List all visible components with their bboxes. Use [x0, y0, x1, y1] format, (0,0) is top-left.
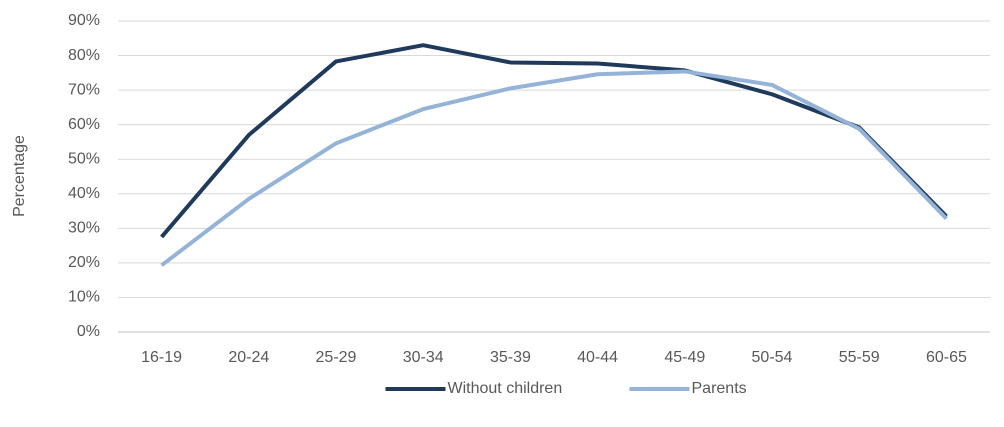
line-series — [160, 43, 948, 239]
x-tick-label: 40-44 — [577, 349, 618, 366]
legend-label: Without children — [448, 380, 563, 397]
y-tick-label: 40% — [68, 185, 100, 202]
x-tick-label: 55-59 — [839, 349, 880, 366]
x-tick-label: 30-34 — [403, 349, 444, 366]
x-tick-label: 35-39 — [490, 349, 531, 366]
y-tick-label: 0% — [77, 323, 100, 340]
y-tick-label: 10% — [68, 289, 100, 306]
x-tick-label: 16-19 — [141, 349, 182, 366]
y-tick-label: 50% — [68, 150, 100, 167]
x-tick-label: 60-65 — [926, 349, 967, 366]
x-tick-label: 25-29 — [316, 349, 357, 366]
x-tick-label: 50-54 — [752, 349, 793, 366]
y-tick-label: 60% — [68, 116, 100, 133]
y-tick-label: 30% — [68, 220, 100, 237]
y-tick-label: 20% — [68, 254, 100, 271]
line-series — [160, 69, 948, 267]
x-tick-label: 20-24 — [228, 349, 269, 366]
y-tick-label: 90% — [68, 12, 100, 29]
x-tick-label: 45-49 — [664, 349, 705, 366]
y-axis-label: Percentage — [11, 135, 28, 217]
y-tick-label: 70% — [68, 81, 100, 98]
legend-label: Parents — [692, 380, 747, 397]
y-tick-label: 80% — [68, 47, 100, 64]
